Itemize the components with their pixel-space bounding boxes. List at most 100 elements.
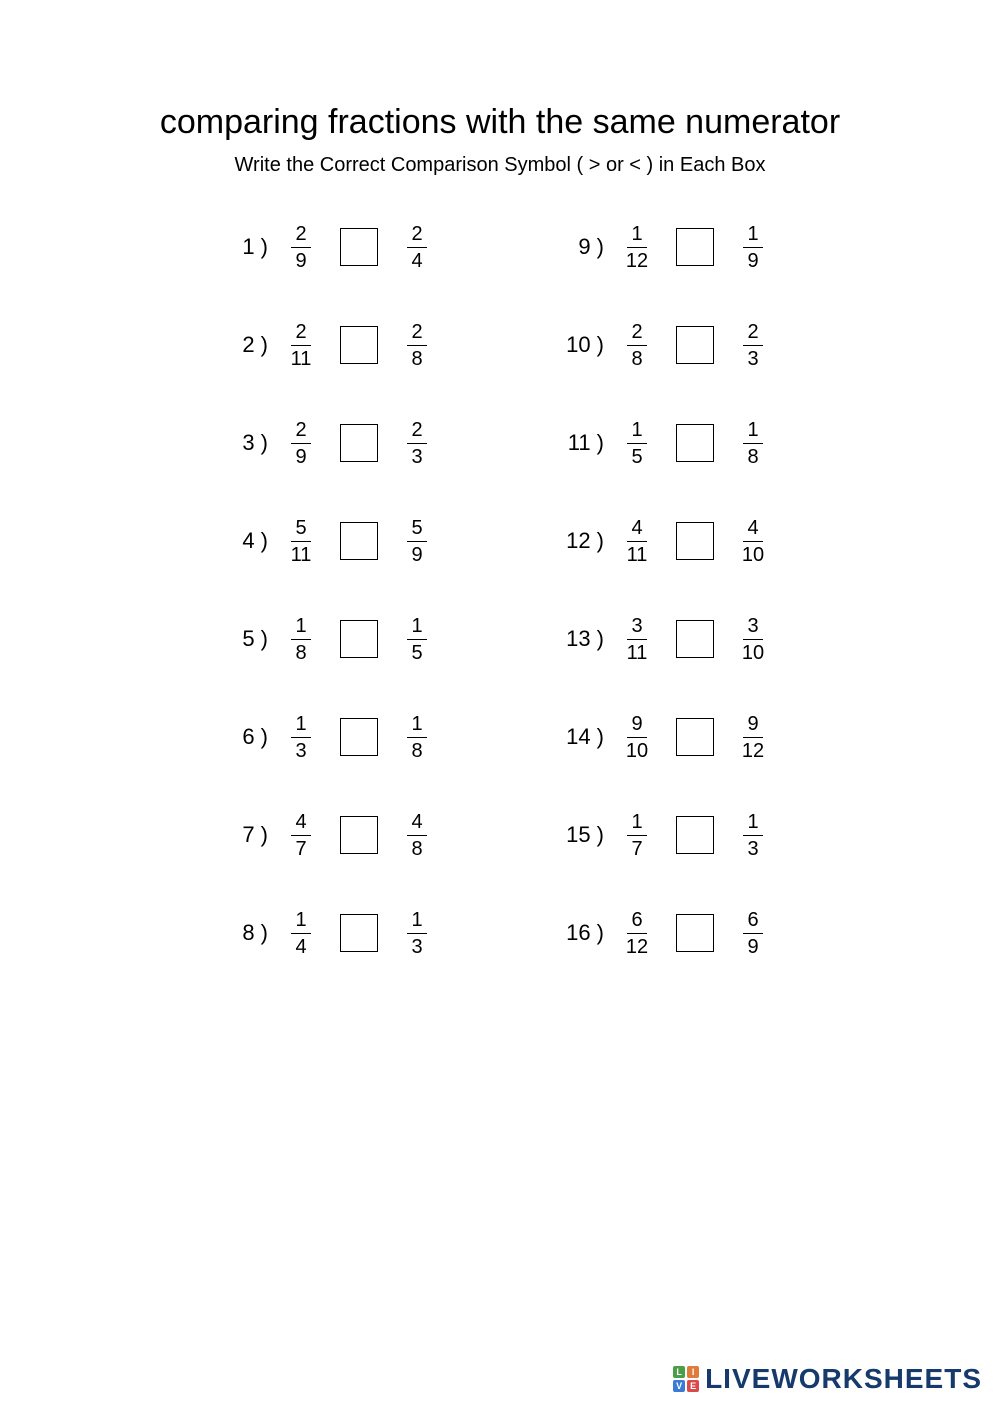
fraction-left: 511 bbox=[278, 517, 324, 566]
worksheet-instructions: Write the Correct Comparison Symbol ( > … bbox=[60, 154, 940, 177]
answer-input[interactable] bbox=[676, 816, 714, 854]
answer-input[interactable] bbox=[676, 620, 714, 658]
denominator: 4 bbox=[291, 934, 311, 958]
answer-input[interactable] bbox=[340, 326, 378, 364]
problem-number: 5 ) bbox=[224, 626, 278, 652]
denominator: 11 bbox=[623, 640, 652, 664]
fraction-right: 69 bbox=[730, 909, 776, 958]
fraction-left: 28 bbox=[614, 321, 660, 370]
answer-input[interactable] bbox=[340, 816, 378, 854]
numerator: 4 bbox=[627, 517, 647, 542]
fraction-left: 29 bbox=[278, 419, 324, 468]
fraction-right: 23 bbox=[730, 321, 776, 370]
problem-number: 13 ) bbox=[560, 626, 614, 652]
numerator: 4 bbox=[291, 811, 311, 836]
denominator: 12 bbox=[738, 738, 768, 762]
answer-input[interactable] bbox=[676, 228, 714, 266]
answer-input[interactable] bbox=[676, 718, 714, 756]
denominator: 5 bbox=[407, 640, 427, 664]
problem-row: 16 )61269 bbox=[560, 903, 776, 963]
fraction-left: 311 bbox=[614, 615, 660, 664]
answer-input[interactable] bbox=[340, 522, 378, 560]
answer-input[interactable] bbox=[340, 718, 378, 756]
worksheet-page: comparing fractions with the same numera… bbox=[0, 0, 1000, 1413]
fraction-right: 59 bbox=[394, 517, 440, 566]
column-left: 1 )29242 )211283 )29234 )511595 )18156 )… bbox=[224, 217, 440, 963]
denominator: 8 bbox=[291, 640, 311, 664]
numerator: 9 bbox=[743, 713, 763, 738]
numerator: 1 bbox=[743, 223, 763, 248]
answer-input[interactable] bbox=[676, 914, 714, 952]
fraction-right: 15 bbox=[394, 615, 440, 664]
logo-tile: I bbox=[687, 1366, 699, 1378]
watermark-text: LIVEWORKSHEETS bbox=[705, 1363, 982, 1395]
denominator: 9 bbox=[743, 934, 763, 958]
numerator: 4 bbox=[743, 517, 763, 542]
problem-row: 11 )1518 bbox=[560, 413, 776, 473]
denominator: 8 bbox=[743, 444, 763, 468]
numerator: 2 bbox=[407, 223, 427, 248]
column-right: 9 )1121910 )282311 )151812 )41141013 )31… bbox=[560, 217, 776, 963]
answer-input[interactable] bbox=[676, 522, 714, 560]
denominator: 11 bbox=[287, 542, 316, 566]
fraction-right: 13 bbox=[730, 811, 776, 860]
fraction-right: 13 bbox=[394, 909, 440, 958]
answer-input[interactable] bbox=[340, 228, 378, 266]
denominator: 8 bbox=[407, 836, 427, 860]
fraction-left: 18 bbox=[278, 615, 324, 664]
fraction-right: 23 bbox=[394, 419, 440, 468]
denominator: 8 bbox=[627, 346, 647, 370]
numerator: 1 bbox=[407, 909, 427, 934]
problems-container: 1 )29242 )211283 )29234 )511595 )18156 )… bbox=[60, 217, 940, 963]
numerator: 2 bbox=[743, 321, 763, 346]
numerator: 2 bbox=[407, 419, 427, 444]
numerator: 6 bbox=[743, 909, 763, 934]
problem-row: 15 )1713 bbox=[560, 805, 776, 865]
numerator: 1 bbox=[627, 811, 647, 836]
numerator: 2 bbox=[627, 321, 647, 346]
problem-row: 8 )1413 bbox=[224, 903, 440, 963]
answer-input[interactable] bbox=[340, 424, 378, 462]
numerator: 1 bbox=[627, 223, 647, 248]
watermark: LIVE LIVEWORKSHEETS bbox=[673, 1363, 982, 1395]
denominator: 11 bbox=[623, 542, 652, 566]
problem-number: 11 ) bbox=[560, 430, 614, 456]
answer-input[interactable] bbox=[676, 326, 714, 364]
answer-input[interactable] bbox=[676, 424, 714, 462]
problem-number: 15 ) bbox=[560, 822, 614, 848]
problem-number: 2 ) bbox=[224, 332, 278, 358]
problem-number: 14 ) bbox=[560, 724, 614, 750]
problem-row: 10 )2823 bbox=[560, 315, 776, 375]
numerator: 9 bbox=[627, 713, 647, 738]
numerator: 6 bbox=[627, 909, 647, 934]
numerator: 5 bbox=[407, 517, 427, 542]
numerator: 5 bbox=[291, 517, 311, 542]
problem-number: 9 ) bbox=[560, 234, 614, 260]
problem-row: 12 )411410 bbox=[560, 511, 776, 571]
numerator: 1 bbox=[291, 615, 311, 640]
logo-tile: V bbox=[673, 1380, 685, 1392]
numerator: 1 bbox=[407, 615, 427, 640]
fraction-left: 910 bbox=[614, 713, 660, 762]
fraction-right: 912 bbox=[730, 713, 776, 762]
fraction-right: 48 bbox=[394, 811, 440, 860]
denominator: 5 bbox=[627, 444, 647, 468]
problem-number: 6 ) bbox=[224, 724, 278, 750]
denominator: 7 bbox=[627, 836, 647, 860]
fraction-left: 211 bbox=[278, 321, 324, 370]
denominator: 4 bbox=[407, 248, 427, 272]
problem-number: 16 ) bbox=[560, 920, 614, 946]
denominator: 3 bbox=[743, 836, 763, 860]
numerator: 2 bbox=[291, 419, 311, 444]
problem-row: 6 )13 18 bbox=[224, 707, 440, 767]
fraction-left: 411 bbox=[614, 517, 660, 566]
fraction-left: 13 bbox=[278, 713, 324, 762]
denominator: 3 bbox=[743, 346, 763, 370]
denominator: 10 bbox=[738, 640, 768, 664]
numerator: 4 bbox=[407, 811, 427, 836]
answer-input[interactable] bbox=[340, 620, 378, 658]
answer-input[interactable] bbox=[340, 914, 378, 952]
denominator: 9 bbox=[407, 542, 427, 566]
fraction-right: 18 bbox=[394, 713, 440, 762]
fraction-left: 17 bbox=[614, 811, 660, 860]
